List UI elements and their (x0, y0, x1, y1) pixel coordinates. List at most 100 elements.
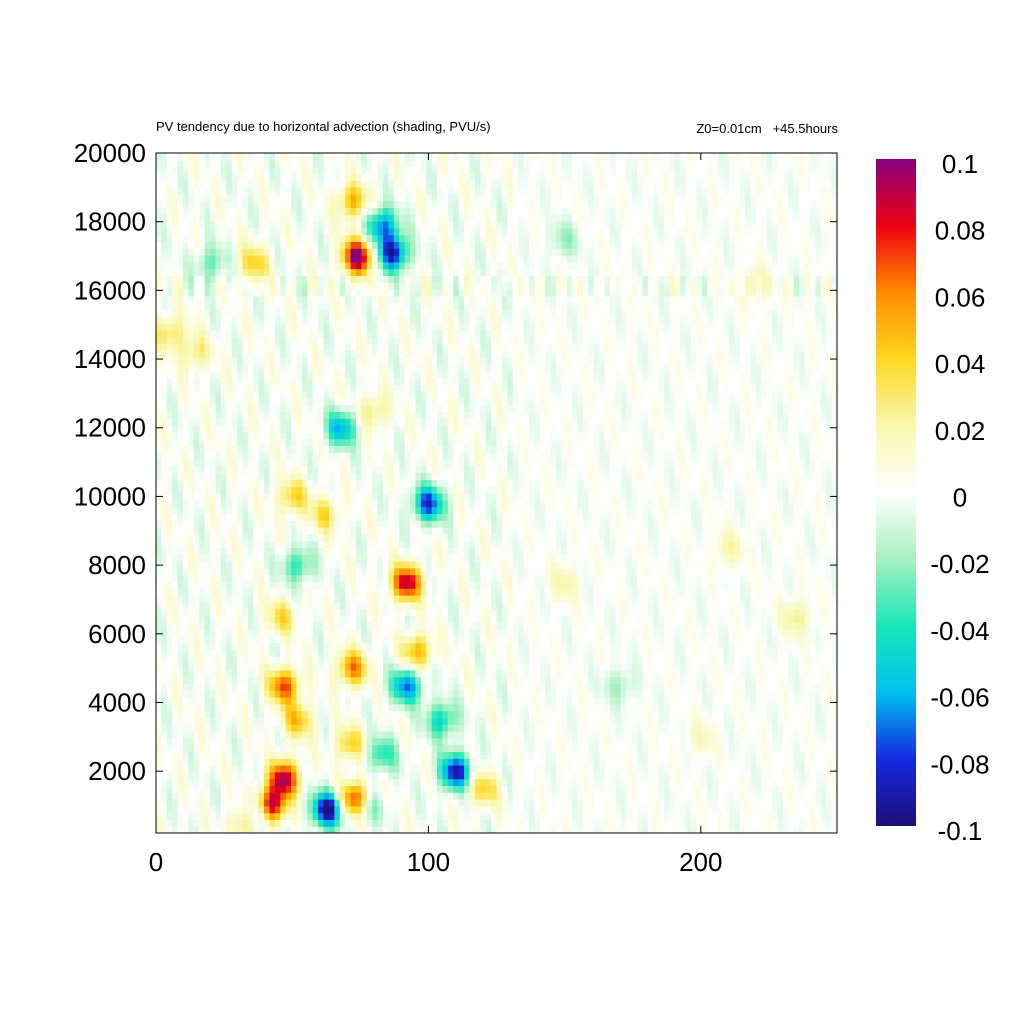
heatmap-cell (712, 703, 719, 712)
heatmap-cell (193, 697, 200, 705)
heatmap-cell (766, 635, 773, 644)
heatmap-cell (734, 826, 741, 833)
heatmap-cell (161, 792, 168, 800)
heatmap-cell (474, 785, 481, 793)
heatmap-cell (674, 785, 681, 793)
heatmap-cell (285, 690, 292, 698)
heatmap-cell (680, 595, 687, 603)
heatmap-cell (550, 785, 557, 793)
heatmap-cell (550, 819, 557, 827)
heatmap-cell (707, 744, 714, 752)
heatmap-cell (696, 710, 703, 718)
heatmap-cell (815, 792, 822, 800)
heatmap-cell (296, 826, 303, 833)
heatmap-cell (604, 799, 611, 807)
heatmap-cell (734, 812, 741, 820)
heatmap-cell (664, 826, 671, 833)
heatmap-cell (831, 656, 837, 664)
heatmap-cell (453, 751, 460, 759)
heatmap-cell (788, 690, 795, 698)
heatmap-cell (512, 812, 519, 820)
heatmap-cell (312, 595, 319, 603)
heatmap-cell (485, 629, 492, 637)
heatmap-cell (528, 744, 535, 752)
heatmap-cell (793, 629, 800, 637)
heatmap-cell (685, 792, 692, 800)
heatmap-cell (555, 717, 562, 725)
heatmap-cell (426, 669, 433, 678)
heatmap-cell (577, 744, 584, 752)
heatmap-cell (237, 765, 244, 773)
heatmap-cell (712, 595, 719, 603)
heatmap-cell (739, 765, 746, 773)
heatmap-cell (658, 649, 665, 657)
heatmap-cell (523, 676, 530, 684)
heatmap-cell (193, 669, 200, 678)
heatmap-cell (447, 731, 454, 739)
heatmap-cell (826, 574, 833, 582)
heatmap-cell (161, 581, 168, 589)
heatmap-cell (615, 676, 622, 684)
heatmap-cell (631, 792, 638, 800)
heatmap-cell (458, 792, 465, 800)
heatmap-cell (782, 642, 789, 650)
heatmap-cell (377, 649, 384, 657)
heatmap-cell (345, 649, 352, 657)
heatmap-cell (193, 724, 200, 732)
heatmap-cell (328, 635, 335, 644)
heatmap-cell (280, 792, 287, 800)
heatmap-cell (366, 622, 373, 630)
heatmap-cell (210, 731, 217, 739)
heatmap-cell (285, 622, 292, 630)
heatmap-cell (615, 826, 622, 833)
heatmap-cell (593, 792, 600, 800)
heatmap-cell (404, 703, 411, 712)
heatmap-cell (334, 595, 341, 603)
heatmap-cell (496, 812, 503, 820)
heatmap-cell (815, 826, 822, 833)
heatmap-cell (172, 731, 179, 739)
heatmap-cell (604, 724, 611, 732)
heatmap-cell (782, 622, 789, 630)
heatmap-cell (561, 703, 568, 712)
heatmap-cell (555, 676, 562, 684)
heatmap-cell (507, 561, 514, 569)
heatmap-cell (777, 574, 784, 582)
heatmap-cell (766, 676, 773, 684)
heatmap-cell (718, 622, 725, 630)
heatmap-cell (615, 622, 622, 630)
heatmap-cell (388, 649, 395, 657)
heatmap-cell (366, 785, 373, 793)
heatmap-cell (264, 669, 271, 678)
heatmap-cell (620, 785, 627, 793)
heatmap-cell (426, 629, 433, 637)
heatmap-cell (220, 608, 227, 616)
heatmap-cell (626, 595, 633, 603)
heatmap-cell (593, 608, 600, 616)
heatmap-cell (761, 615, 768, 623)
heatmap-cell (258, 635, 265, 644)
heatmap-cell (226, 703, 233, 712)
heatmap-cell (782, 649, 789, 657)
heatmap-cell (388, 615, 395, 623)
heatmap-cell (442, 819, 449, 827)
heatmap-cell (474, 799, 481, 807)
heatmap-cell (334, 737, 341, 746)
heatmap-cell (496, 819, 503, 827)
heatmap-cell (491, 567, 498, 576)
heatmap-cell (680, 771, 687, 780)
heatmap-cell (761, 785, 768, 793)
heatmap-cell (464, 799, 471, 807)
heatmap-cell (734, 588, 741, 596)
heatmap-cell (534, 819, 541, 827)
heatmap-cell (361, 581, 368, 589)
heatmap-cell (453, 778, 460, 786)
heatmap-cell (528, 819, 535, 827)
heatmap-cell (718, 683, 725, 691)
heatmap-cell (610, 663, 616, 671)
heatmap-cell (626, 669, 633, 678)
heatmap-cell (253, 826, 260, 833)
heatmap-cell (231, 731, 238, 739)
heatmap-cell (599, 649, 606, 657)
heatmap-cell (691, 581, 698, 589)
